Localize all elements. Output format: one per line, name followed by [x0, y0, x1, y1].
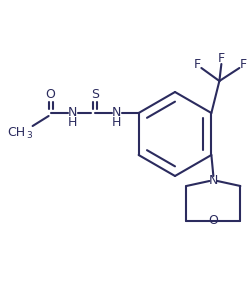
Text: F: F — [194, 58, 201, 72]
Text: N: N — [209, 173, 218, 187]
Text: F: F — [240, 58, 247, 72]
Text: H: H — [112, 116, 121, 128]
Text: 3: 3 — [27, 131, 32, 140]
Text: N: N — [68, 107, 77, 119]
Text: O: O — [208, 215, 218, 227]
Text: H: H — [68, 116, 77, 128]
Text: CH: CH — [8, 126, 26, 138]
Text: O: O — [46, 88, 56, 102]
Text: S: S — [91, 88, 99, 102]
Text: F: F — [218, 53, 225, 65]
Text: N: N — [112, 107, 121, 119]
